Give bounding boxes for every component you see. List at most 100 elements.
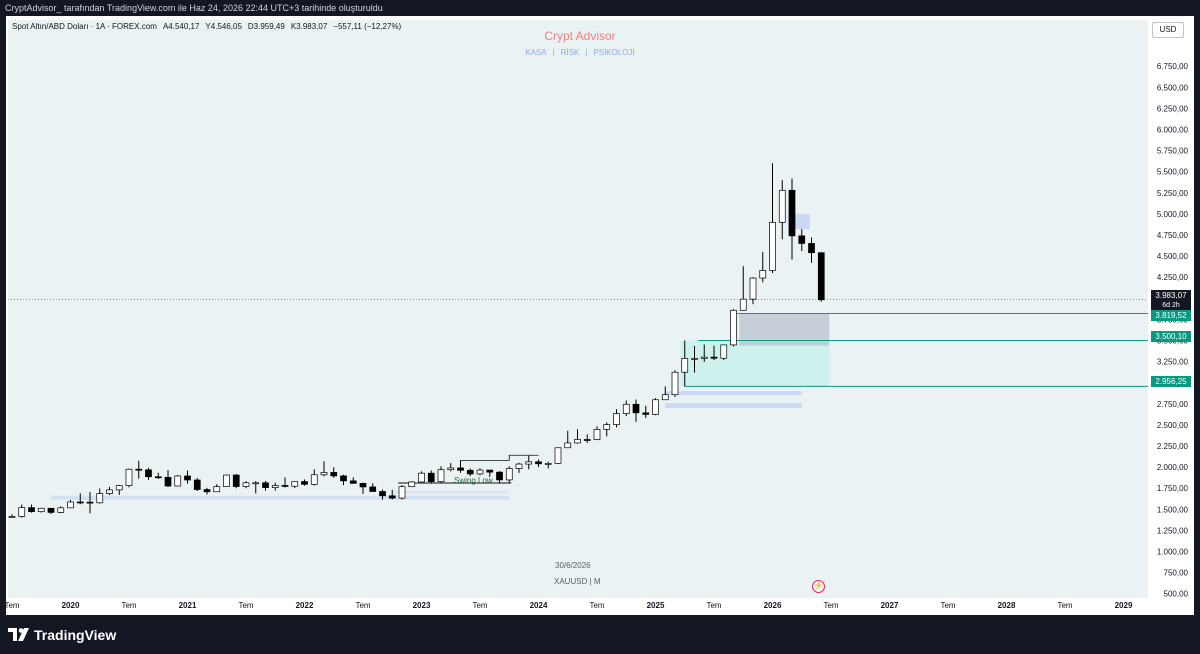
watermark-symbol: XAUUSD | M — [554, 577, 601, 586]
price-tick-label: 5.750,00 — [1157, 147, 1189, 156]
candle-body — [622, 403, 630, 414]
candle-body — [691, 357, 698, 360]
time-tick-label: Tem — [121, 601, 136, 610]
candle-body — [544, 463, 552, 465]
candle-body — [8, 516, 16, 518]
candle-body — [427, 472, 435, 483]
candle-body — [232, 474, 240, 487]
candle-body — [398, 486, 406, 499]
price-tick-label: 4.500,00 — [1157, 252, 1189, 261]
candle-body — [369, 486, 377, 492]
candle-body — [661, 394, 669, 401]
candle-body — [271, 485, 279, 488]
candle-body — [135, 468, 143, 471]
time-tick-label: Tem — [355, 601, 370, 610]
candle-body — [18, 507, 26, 517]
candle-body — [652, 399, 659, 415]
time-tick-label: 2021 — [179, 601, 197, 610]
candle-body — [574, 439, 581, 444]
time-tick-label: Tem — [940, 601, 955, 610]
candle-body — [749, 277, 757, 300]
price-tick-label: 6.750,00 — [1157, 62, 1189, 71]
price-tick-label: 2.500,00 — [1157, 421, 1189, 430]
bar-countdown: 6d 2h — [1151, 301, 1191, 310]
fvg-strip — [392, 490, 510, 494]
time-tick-label: Tem — [238, 601, 253, 610]
candle-body — [57, 507, 65, 513]
price-tick-label: 1.750,00 — [1157, 484, 1189, 493]
ohlc-high: Y4.546,05 — [205, 22, 242, 31]
candle-body — [145, 469, 152, 478]
candle-body — [330, 472, 338, 477]
candle-body — [720, 344, 728, 359]
candle-body — [340, 475, 347, 482]
candle-body — [291, 481, 299, 487]
tradingview-mark-icon — [8, 628, 29, 641]
last-price-tag: 3.983,07 — [1151, 290, 1191, 301]
price-tick-label: 1.250,00 — [1157, 526, 1189, 535]
price-tick-label: 4.750,00 — [1157, 231, 1189, 240]
candle-body — [564, 442, 572, 449]
lightning-icon[interactable]: ⚡ — [812, 580, 825, 593]
time-tick-label: 2020 — [62, 601, 80, 610]
candle-body — [223, 474, 230, 487]
price-tick-label: 6.500,00 — [1157, 83, 1189, 92]
candle-body — [281, 485, 289, 487]
candle-body — [505, 468, 513, 481]
snapshot-caption: CryptAdvisor_ tarafından TradingView.com… — [5, 3, 383, 13]
candle-body — [203, 489, 211, 493]
candle-body — [739, 298, 747, 311]
price-tick-label: 3.250,00 — [1157, 358, 1189, 367]
candle-body — [681, 358, 689, 373]
candle-body — [476, 469, 484, 475]
swing-low-annotation[interactable]: Swing Low — [454, 476, 493, 485]
candle-body — [388, 495, 396, 499]
currency-button[interactable]: USD — [1152, 22, 1184, 38]
candle-body — [642, 412, 650, 415]
candle-body — [710, 356, 718, 359]
candle-body — [671, 371, 679, 396]
candle-body — [76, 501, 84, 504]
candle-body — [242, 482, 250, 487]
time-axis[interactable] — [6, 598, 1148, 615]
time-tick-label: 2022 — [296, 601, 314, 610]
price-tick-label: 4.250,00 — [1157, 273, 1189, 282]
candle-body — [96, 493, 104, 504]
price-tick-label: 2.250,00 — [1157, 442, 1189, 451]
candle-body — [174, 475, 182, 487]
watermark-link-psikoloji: PSİKOLOJİ — [593, 48, 635, 57]
candle-body — [310, 474, 318, 485]
time-tick-label: 2024 — [530, 601, 548, 610]
candle-body — [788, 189, 796, 237]
symbol-legend: Spot Altın/ABD Doları · 1A · FOREX.com A4… — [12, 22, 401, 31]
time-tick-label: Tem — [706, 601, 721, 610]
time-tick-label: 2023 — [413, 601, 431, 610]
chart-plot-area[interactable] — [8, 20, 1148, 598]
candle-body — [262, 482, 269, 488]
candle-body — [47, 507, 55, 513]
candle-body — [125, 468, 133, 486]
candle-body — [193, 479, 201, 490]
candle-body — [213, 486, 221, 493]
ohlc-open: A4.540,17 — [162, 22, 200, 31]
candle-body — [486, 469, 494, 473]
candle-body — [184, 475, 191, 481]
candle-body — [67, 501, 74, 509]
candle-body — [447, 467, 455, 471]
candle-body — [613, 413, 620, 425]
price-tick-label: 1.500,00 — [1157, 505, 1189, 514]
candle-body — [583, 439, 591, 441]
fvg-strip — [51, 495, 510, 500]
price-tick-label: 750,00 — [1164, 569, 1189, 578]
candle-body — [408, 481, 416, 488]
price-tick-label: 1.000,00 — [1157, 548, 1189, 557]
time-tick-label: Tem — [823, 601, 838, 610]
candle-body — [535, 461, 542, 465]
price-tick-label: 2.000,00 — [1157, 463, 1189, 472]
price-tick-label: 500,00 — [1164, 590, 1189, 599]
level-tag-3500: 3.500,10 — [1151, 331, 1191, 342]
watermark-link-kasa: KASA — [525, 48, 547, 57]
candle-body — [700, 356, 708, 359]
ohlc-low: D3.959,49 — [247, 22, 285, 31]
